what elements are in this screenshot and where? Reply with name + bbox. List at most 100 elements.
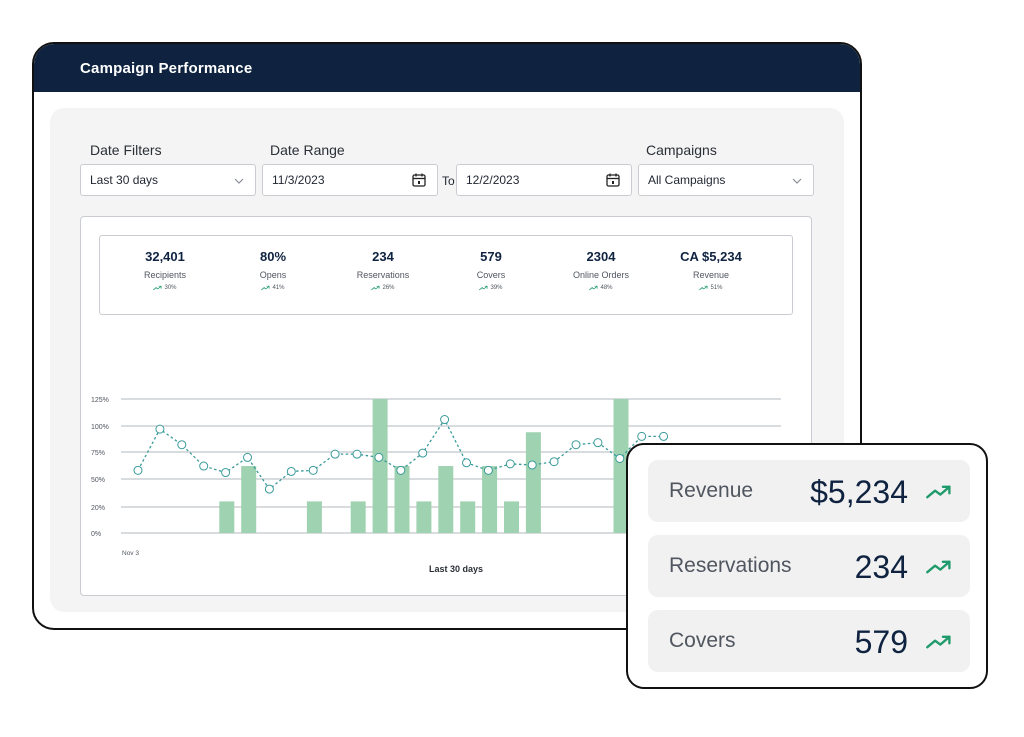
chart-point — [330, 449, 340, 459]
trend-up-icon — [926, 484, 952, 505]
stat-label: Reservations — [356, 270, 410, 280]
stat-trend-value: 51% — [710, 285, 723, 291]
summary-label: Reservations — [669, 554, 792, 577]
stat-value: 579 — [480, 249, 502, 264]
chart-bar — [504, 501, 519, 533]
trend-up-icon — [371, 285, 380, 291]
x-axis-title: Last 30 days — [429, 564, 483, 574]
stat-recipients: 32,401 Recipients 30% — [110, 249, 220, 291]
campaigns-label: Campaigns — [646, 142, 717, 158]
date-filters-select[interactable]: Last 30 days — [80, 164, 256, 196]
chart-bar — [482, 466, 498, 533]
chart-bar — [306, 501, 322, 533]
date-filters-value: Last 30 days — [90, 173, 159, 187]
chart-point — [505, 459, 515, 469]
chart-bar — [613, 399, 629, 533]
calendar-icon — [606, 173, 620, 187]
chart-point — [352, 449, 362, 459]
stat-trend-value: 26% — [382, 285, 395, 291]
chart-point — [615, 453, 625, 463]
chart-point — [593, 438, 603, 448]
chart-bar — [219, 501, 235, 533]
chart-bar — [394, 466, 410, 533]
trend-up-icon — [926, 485, 951, 499]
stat-trend: 26% — [328, 285, 438, 291]
campaigns-value: All Campaigns — [648, 173, 726, 187]
chart-point — [243, 452, 252, 462]
summary-row-revenue: Revenue $5,234 — [648, 460, 970, 522]
chevron-down-icon — [792, 178, 802, 184]
stat-value: 80% — [259, 249, 287, 264]
chart-bar — [241, 466, 257, 533]
stat-trend: 51% — [656, 285, 766, 291]
stat-reservations: 234 Reservations 26% — [328, 249, 438, 291]
stat-value: 2304 — [586, 249, 616, 264]
stat-trend-value: 30% — [164, 285, 177, 291]
y-tick-label: 50% — [91, 477, 105, 484]
summary-label: Revenue — [669, 479, 754, 502]
chevron-down-icon — [234, 178, 244, 184]
trend-up-icon — [926, 635, 951, 649]
stat-label: Revenue — [692, 270, 730, 280]
stat-label: Covers — [476, 270, 506, 280]
start-date-input[interactable]: 11/3/2023 — [262, 164, 438, 196]
summary-row-covers: Covers 579 — [648, 610, 970, 672]
chart-point — [659, 431, 669, 441]
y-tick-label: 0% — [91, 531, 101, 538]
chart-point — [374, 452, 384, 462]
stat-trend-value: 48% — [600, 285, 613, 291]
stat-covers: 579 Covers 39% — [436, 249, 546, 291]
stat-trend-value: 39% — [490, 285, 503, 291]
stat-label: Online Orders — [572, 270, 630, 280]
chart-point — [396, 465, 406, 475]
end-date-input[interactable]: 12/2/2023 — [456, 164, 632, 196]
chart-point — [221, 468, 231, 478]
chart-point — [155, 424, 165, 434]
chart-point — [199, 461, 209, 471]
chart-point — [418, 448, 428, 458]
summary-card: Revenue $5,234 Reservations 234 Covers 579 — [626, 443, 988, 689]
campaign-performance-window: Campaign Performance Date Filters Date R… — [32, 42, 862, 630]
trend-up-icon — [926, 560, 951, 574]
summary-value: $5,234 — [810, 474, 908, 510]
chart-bar — [438, 466, 454, 533]
x-start-label: Nov 3 — [122, 550, 139, 557]
stat-trend: 39% — [436, 285, 546, 291]
stat-trend: 48% — [546, 285, 656, 291]
stat-label: Recipients — [143, 270, 187, 280]
y-tick-label: 20% — [91, 505, 105, 512]
chart-point — [308, 465, 318, 475]
trend-up-icon — [589, 285, 598, 291]
date-range-label: Date Range — [270, 142, 345, 158]
chart-point — [462, 458, 471, 468]
chart-point — [177, 440, 187, 450]
chart-point — [286, 466, 296, 476]
chart-point — [440, 415, 450, 425]
trend-up-icon — [261, 285, 270, 291]
chart-bar — [350, 501, 366, 533]
chart-point — [133, 465, 143, 475]
trend-up-icon — [479, 285, 488, 291]
stat-value: 32,401 — [145, 249, 185, 264]
trend-up-icon — [699, 285, 708, 291]
summary-value: 234 — [854, 549, 908, 585]
calendar-icon — [412, 173, 426, 187]
stat-value: CA $5,234 — [680, 249, 742, 264]
performance-chart: 0% 20% 50% 75% 100% 125% Nov 3 Last 30 days — [91, 397, 781, 574]
campaigns-select[interactable]: All Campaigns — [638, 164, 814, 196]
chart-point — [637, 431, 647, 441]
chart-point — [264, 484, 274, 494]
chart-point — [549, 457, 559, 467]
y-tick-label: 100% — [91, 424, 109, 431]
stat-revenue: CA $5,234 Revenue 51% — [656, 249, 766, 291]
stat-trend: 41% — [218, 285, 328, 291]
summary-value: 579 — [854, 624, 908, 660]
chart-point — [571, 440, 581, 450]
y-tick-label: 75% — [91, 450, 105, 457]
stat-value: 234 — [372, 249, 394, 264]
chart-bar — [525, 432, 541, 533]
end-date-value: 12/2/2023 — [466, 173, 520, 187]
window-title: Campaign Performance — [34, 44, 860, 92]
y-tick-label: 125% — [91, 397, 109, 404]
stats-summary: 32,401 Recipients 30% 80% Opens 41% 234 Reserva… — [99, 235, 793, 315]
